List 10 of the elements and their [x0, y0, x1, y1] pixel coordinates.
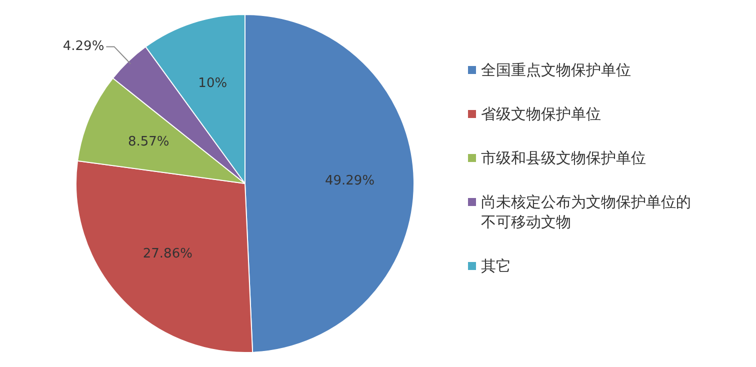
- legend-label: 其它: [481, 256, 511, 276]
- legend-label: 市级和县级文物保护单位: [481, 148, 646, 168]
- data-label: 10%: [198, 76, 228, 92]
- data-label: 4.29%: [62, 39, 104, 54]
- legend-label: 尚未核定公布为文物保护单位的不可移动文物: [481, 192, 692, 232]
- legend-label: 全国重点文物保护单位: [481, 60, 631, 80]
- data-label: 27.86%: [142, 246, 192, 262]
- legend-label: 省级文物保护单位: [481, 104, 601, 124]
- data-label: 8.57%: [128, 134, 170, 150]
- data-label: 49.29%: [324, 174, 375, 189]
